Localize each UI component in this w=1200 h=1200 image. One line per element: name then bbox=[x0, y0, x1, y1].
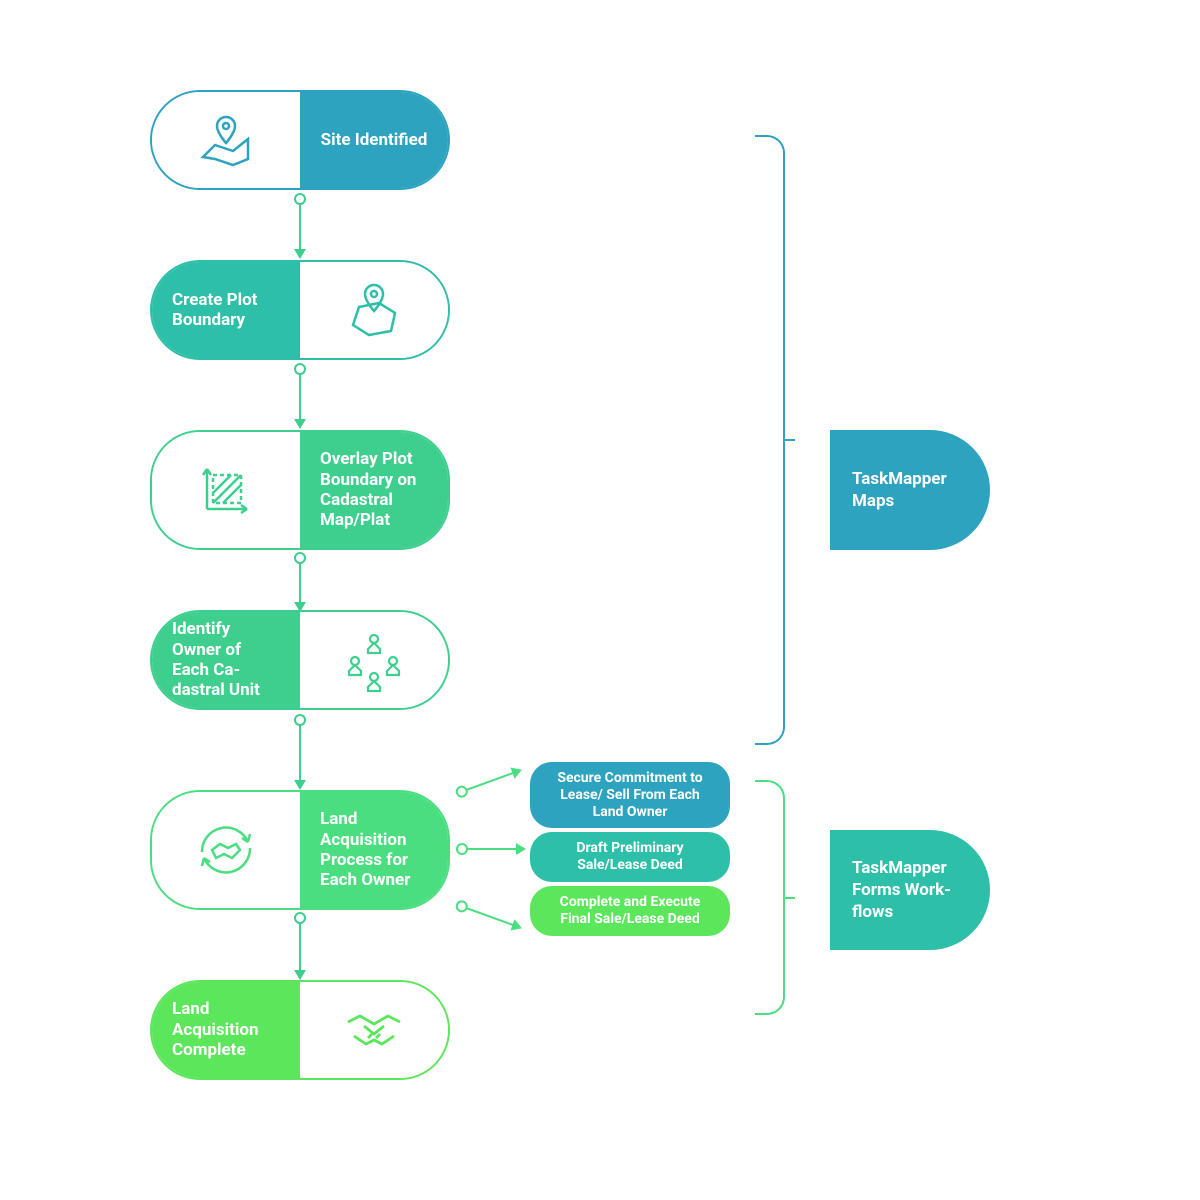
sub-node: Secure Commitment to Lease/ Sell From Ea… bbox=[530, 762, 730, 828]
node-label: Land Acquisition Complete bbox=[172, 999, 280, 1060]
node-label: Overlay Plot Boundary on Cadastral Map/P… bbox=[320, 449, 428, 531]
flow-node-n5: Land Acquisition Process for Each Owner bbox=[150, 790, 450, 910]
sub-node: Draft Preliminary Sale/Lease Deed bbox=[530, 832, 730, 882]
category-label: TaskMapper Forms Work­flows bbox=[830, 830, 990, 950]
arrow-right bbox=[458, 848, 518, 850]
arrow-down bbox=[299, 914, 301, 972]
brace bbox=[755, 135, 785, 745]
map-pin-icon bbox=[152, 92, 300, 188]
grid-arrows-icon bbox=[152, 432, 300, 548]
node-label: Create Plot Boundary bbox=[172, 290, 280, 331]
arrow-down bbox=[299, 716, 301, 782]
node-label: Identify Owner of Each Ca­dastral Unit bbox=[172, 619, 280, 701]
flowchart-canvas: Site Identified Create Plot Boundary Overl… bbox=[0, 0, 1200, 1200]
category-label: TaskMapper Maps bbox=[830, 430, 990, 550]
node-label: Land Acquisition Process for Each Owner bbox=[320, 809, 428, 891]
boundary-pin-icon bbox=[300, 262, 448, 358]
sub-node: Complete and Exe­cute Final Sale/Lease D… bbox=[530, 886, 730, 936]
handshake-icon bbox=[300, 982, 448, 1078]
node-label: Site Identified bbox=[321, 130, 428, 150]
brace bbox=[755, 780, 785, 1015]
arrow-right bbox=[458, 904, 515, 926]
handshake-cycle-icon bbox=[152, 792, 300, 908]
arrow-right bbox=[458, 772, 515, 794]
owners-icon bbox=[300, 612, 448, 708]
flow-node-n6: Land Acquisition Complete bbox=[150, 980, 450, 1080]
flow-node-n4: Identify Owner of Each Ca­dastral Unit bbox=[150, 610, 450, 710]
arrow-down bbox=[299, 365, 301, 421]
flow-node-n2: Create Plot Boundary bbox=[150, 260, 450, 360]
arrow-down bbox=[299, 195, 301, 251]
flow-node-n3: Overlay Plot Boundary on Cadastral Map/P… bbox=[150, 430, 450, 550]
arrow-down bbox=[299, 554, 301, 604]
flow-node-n1: Site Identified bbox=[150, 90, 450, 190]
